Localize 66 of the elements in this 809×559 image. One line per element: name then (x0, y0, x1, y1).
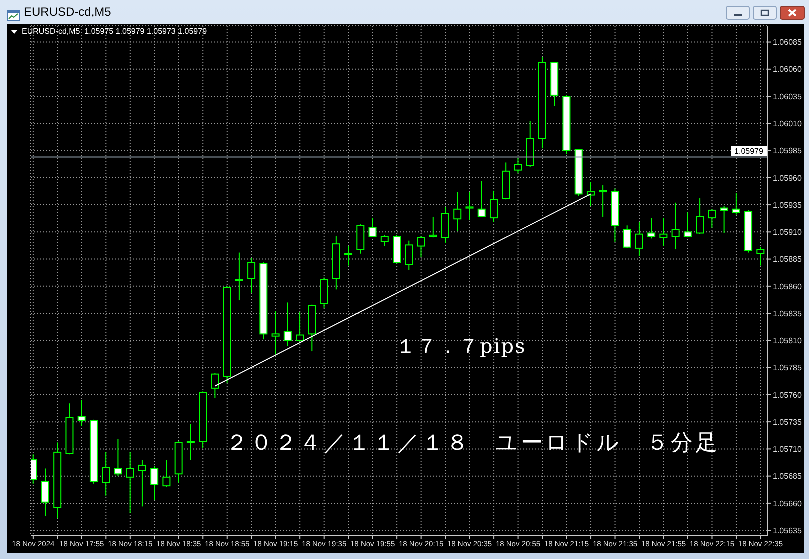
chart-title: EURUSD-cd,M5 (24, 5, 112, 19)
candlestick (41, 468, 50, 517)
candlestick (442, 206, 450, 244)
candlestick (720, 206, 728, 234)
y-tick-label: 1.05710 (773, 445, 802, 454)
candlestick (78, 400, 86, 427)
candlestick (586, 182, 595, 207)
candlestick (114, 438, 122, 477)
y-tick-label: 1.05635 (773, 526, 802, 536)
candlestick (296, 312, 304, 342)
candlestick (138, 460, 146, 508)
y-tick-label: 1.05660 (773, 499, 802, 508)
candlestick (417, 236, 426, 258)
y-tick-label: 1.06060 (773, 65, 802, 74)
candlestick (696, 198, 704, 235)
candlestick (405, 240, 414, 271)
candlestick (211, 372, 220, 399)
y-tick-label: 1.06035 (773, 92, 802, 102)
candlestick (648, 218, 656, 240)
y-tick-label: 1.05960 (773, 174, 802, 183)
candlestick (248, 258, 256, 294)
annotation: ２０２４／１１／１８ ユーロドル ５分足 (226, 431, 720, 456)
y-tick-label: 1.05760 (773, 390, 802, 400)
candlestick (102, 452, 110, 496)
candlestick (368, 218, 377, 238)
y-tick-label: 1.05785 (773, 364, 802, 373)
y-tick-label: 1.05935 (773, 200, 802, 210)
chart-subtitle: EURUSD-cd,M5 1.05975 1.05979 1.05973 1.05979 (22, 27, 208, 36)
candlestick (514, 158, 522, 174)
candlestick (708, 208, 716, 228)
candlestick (672, 202, 680, 250)
candlestick (429, 216, 438, 238)
candlestick (478, 180, 486, 218)
candlestick (490, 190, 498, 223)
candlestick (162, 460, 171, 488)
y-tick-label: 1.05910 (773, 228, 802, 238)
y-tick-label: 1.05735 (773, 418, 802, 427)
y-tick-label: 1.05685 (773, 472, 802, 482)
y-tick-label: 1.05835 (773, 309, 802, 318)
y-tick-label: 1.05810 (773, 336, 802, 346)
candlestick (660, 218, 668, 247)
candlestick (272, 310, 280, 356)
candlestick (126, 452, 134, 514)
candlestick (623, 225, 632, 249)
candlestick (380, 234, 389, 247)
y-tick-label: 1.05985 (773, 146, 802, 156)
candlestick (732, 192, 740, 216)
candlestick (284, 302, 292, 347)
y-tick-label: 1.05885 (773, 255, 802, 264)
candlestick (235, 252, 244, 302)
candlestick (635, 222, 644, 257)
candlestick (684, 212, 692, 238)
candlestick (756, 246, 765, 266)
candlestick (454, 192, 462, 232)
candlestick (599, 185, 608, 218)
candlestick (320, 277, 328, 309)
annotation: １７．７pips (396, 334, 526, 358)
y-tick-label: 1.06010 (773, 120, 802, 128)
candlestick (356, 224, 365, 254)
candlestick (150, 466, 159, 501)
y-tick-label: 1.05860 (773, 282, 802, 292)
candlestick (344, 246, 353, 266)
ref-line-label: 1.05979 (734, 146, 764, 156)
candlestick (466, 192, 474, 221)
candlestick (186, 424, 195, 461)
y-tick-label: 1.06085 (773, 38, 802, 48)
